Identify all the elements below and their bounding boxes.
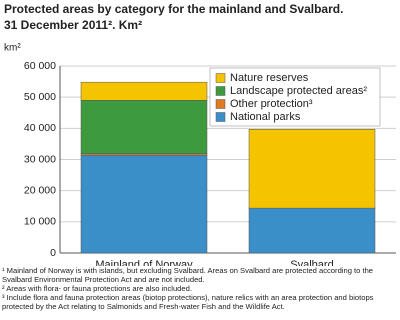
- bar-segment: [80, 81, 208, 101]
- footnote: ² Areas with flora- or fauna protections…: [2, 284, 192, 293]
- y-tick-label: 60 000: [24, 60, 56, 72]
- y-tick-label: 50 000: [24, 91, 56, 103]
- x-tick-label: Mainland of Norway: [95, 259, 193, 266]
- bar-segment: [248, 129, 376, 209]
- chart-title: Protected areas by category for the main…: [4, 2, 343, 16]
- legend-swatch: [215, 99, 226, 109]
- footnotes: ¹ Mainland of Norway is with islands, bu…: [2, 266, 398, 311]
- footnote: ³ Include flora and fauna protection are…: [2, 293, 374, 311]
- chart: Protected areas by category for the main…: [4, 2, 396, 271]
- bar-segment: [248, 207, 376, 254]
- legend-box: [209, 67, 381, 127]
- y-tick-label: 30 000: [24, 153, 56, 165]
- chart-title: 31 December 2011². Km²: [4, 18, 142, 32]
- legend-label: Nature reserves: [230, 72, 309, 84]
- legend-label: National parks: [230, 111, 301, 123]
- legend-swatch: [215, 73, 226, 83]
- legend-label: Other protection³: [230, 98, 313, 110]
- y-tick-label: 0: [50, 247, 56, 259]
- footnote: ¹ Mainland of Norway is with islands, bu…: [2, 266, 374, 284]
- y-axis-label: km²: [4, 43, 21, 54]
- bar-segment: [80, 154, 208, 254]
- y-tick-label: 20 000: [24, 184, 56, 196]
- y-tick-label: 10 000: [24, 216, 56, 228]
- x-tick-label: Svalbard: [290, 259, 333, 266]
- legend-swatch: [215, 112, 226, 122]
- bar-segment: [80, 100, 208, 154]
- legend-label: Landscape protected areas²: [230, 85, 367, 97]
- y-tick-label: 40 000: [24, 122, 56, 134]
- legend-swatch: [215, 86, 226, 96]
